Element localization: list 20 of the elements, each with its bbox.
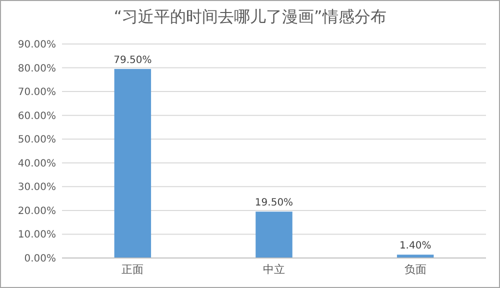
- bar: [396, 254, 434, 258]
- x-tick-label: 负面: [404, 263, 426, 276]
- data-label: 19.50%: [254, 198, 294, 209]
- y-tick-label: 30.00%: [18, 182, 56, 194]
- y-tick-label: 50.00%: [18, 134, 56, 146]
- data-label: 1.40%: [399, 240, 432, 252]
- x-tick-label: 中立: [263, 263, 285, 276]
- y-tick-label: 90.00%: [18, 40, 56, 50]
- y-tick-label: 70.00%: [18, 87, 56, 98]
- y-tick-label: 60.00%: [18, 110, 56, 122]
- bar: [256, 212, 292, 258]
- bar: [114, 68, 152, 258]
- y-tick-label: 80.00%: [18, 63, 56, 74]
- data-label: 79.50%: [114, 54, 152, 66]
- chart-title: “习近平的时间去哪儿了漫画”情感分布: [114, 7, 386, 26]
- y-tick-label: 20.00%: [18, 206, 56, 217]
- y-tick-label: 10.00%: [18, 230, 56, 241]
- x-tick-label: 正面: [122, 263, 144, 276]
- y-tick-label: 0.00%: [24, 254, 56, 264]
- y-tick-label: 40.00%: [18, 158, 56, 170]
